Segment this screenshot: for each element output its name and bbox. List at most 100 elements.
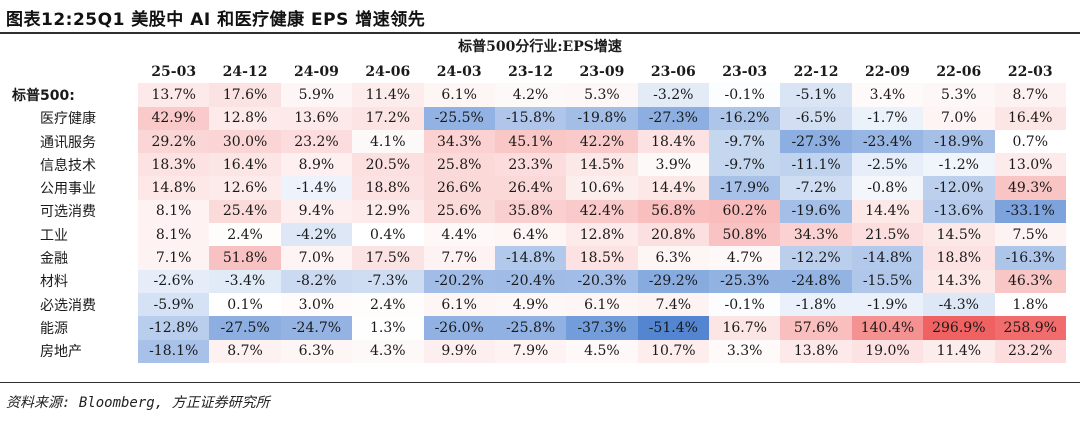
- heatmap-cell: 8.7%: [994, 83, 1066, 107]
- heatmap-cell: 20.8%: [637, 223, 709, 247]
- heatmap-cell: 42.9%: [138, 106, 210, 130]
- heatmap-row: 标普500: 13.7% 17.6% 5.9% 11.4% 6.1% 4.2% 5.3% -3.…: [6, 83, 1066, 107]
- heatmap-row: 可选消费 8.1% 25.4% 9.4% 12.9% 25.6% 35.8% 42.4% 56.…: [6, 199, 1066, 224]
- heatmap-cell: -0.1%: [709, 83, 781, 107]
- heatmap-cell: 3.4%: [851, 83, 924, 107]
- heatmap-cell: -27.3%: [637, 106, 709, 130]
- heatmap-cell: 13.6%: [280, 106, 353, 130]
- heatmap-cell: 16.7%: [709, 316, 781, 340]
- heatmap-cell: 42.4%: [566, 199, 638, 224]
- heatmap-cell: -20.2%: [423, 269, 495, 293]
- heatmap-row: 工业 8.1% 2.4% -4.2% 0.4% 4.4% 6.4% 12.8% 20.8% 50.…: [6, 223, 1066, 247]
- heatmap-cell: -27.5%: [209, 316, 281, 340]
- column-header: 23-12: [508, 63, 553, 80]
- heatmap-cell: 56.8%: [637, 199, 709, 224]
- heatmap-cell: 34.3%: [780, 223, 852, 247]
- heatmap-cell: 14.8%: [138, 176, 210, 200]
- column-header: 22-12: [793, 63, 839, 80]
- heatmap-row: 能源 -12.8% -27.5% -24.7% 1.3% -26.0% -25.8% -37.…: [6, 316, 1066, 340]
- heatmap-cell: 20.5%: [352, 153, 424, 177]
- heatmap-cell: 18.5%: [566, 246, 638, 270]
- heatmap-cell: 14.5%: [923, 223, 995, 247]
- heatmap-cell: -19.6%: [780, 199, 852, 224]
- column-header-row: 25-03 24-12 24-09 24-06 24-03 23-12 23-09 23-06…: [6, 60, 1066, 83]
- heatmap-cell: 6.3%: [637, 246, 709, 270]
- heatmap-cell: 57.6%: [780, 316, 852, 340]
- heatmap-cell: 10.7%: [637, 339, 709, 363]
- row-label: 公用事业: [40, 181, 96, 198]
- heatmap-cell: 5.3%: [566, 83, 638, 107]
- heatmap-cell: 17.5%: [352, 246, 424, 270]
- heatmap-cell: 9.4%: [280, 199, 353, 224]
- heatmap-cell: 18.8%: [923, 246, 995, 270]
- heatmap-cell: 16.4%: [994, 106, 1066, 130]
- heatmap-row: 信息技术 18.3% 16.4% 8.9% 20.5% 25.8% 23.3% 14.5% 3.…: [6, 153, 1066, 177]
- heatmap-cell: 8.1%: [138, 223, 210, 247]
- heatmap-cell: 8.7%: [209, 339, 281, 363]
- heatmap-cell: -4.3%: [923, 292, 995, 317]
- heatmap-cell: -20.3%: [566, 269, 638, 293]
- heatmap-cell: -7.2%: [780, 176, 852, 200]
- heatmap-cell: -16.3%: [994, 246, 1066, 270]
- column-header: 22-03: [1007, 63, 1053, 80]
- heatmap-cell: -14.8%: [494, 246, 567, 270]
- heatmap-cell: 6.1%: [423, 83, 495, 107]
- corner-cell: [6, 60, 138, 83]
- heatmap-cell: 6.1%: [566, 292, 638, 317]
- heatmap-cell: 13.7%: [138, 83, 210, 107]
- heatmap-cell: -29.2%: [637, 269, 709, 293]
- heatmap-cell: -33.1%: [994, 199, 1066, 224]
- heatmap-cell: -3.4%: [209, 269, 281, 293]
- heatmap-cell: 2.4%: [209, 223, 281, 247]
- top-rule: [0, 32, 1080, 34]
- heatmap-cell: -2.5%: [851, 153, 924, 177]
- heatmap-cell: 3.0%: [280, 292, 353, 317]
- heatmap-cell: 6.3%: [280, 339, 353, 363]
- heatmap-row: 材料 -2.6% -3.4% -8.2% -7.3% -20.2% -20.4% -20.3%…: [6, 269, 1066, 293]
- heatmap-cell: 0.4%: [352, 223, 424, 247]
- heatmap-cell: -12.8%: [138, 316, 210, 340]
- heatmap-cell: -27.3%: [780, 129, 852, 154]
- heatmap-cell: -24.7%: [280, 316, 353, 340]
- heatmap-cell: 50.8%: [709, 223, 781, 247]
- column-header: 24-09: [294, 63, 339, 80]
- heatmap-cell: 17.6%: [209, 83, 281, 107]
- heatmap-cell: -8.2%: [280, 269, 353, 293]
- heatmap-cell: 296.9%: [923, 316, 995, 340]
- column-header: 24-12: [222, 63, 268, 80]
- heatmap-cell: -0.8%: [851, 176, 924, 200]
- heatmap-cell: -6.5%: [780, 106, 852, 130]
- heatmap-cell: -1.4%: [280, 176, 353, 200]
- heatmap-cell: 17.2%: [352, 106, 424, 130]
- heatmap-cell: 7.5%: [994, 223, 1066, 247]
- heatmap-cell: 25.6%: [423, 199, 495, 224]
- heatmap-cell: -23.4%: [851, 129, 924, 154]
- heatmap-cell: 18.3%: [138, 153, 210, 177]
- heatmap-cell: 30.0%: [209, 129, 281, 154]
- heatmap-cell: -14.8%: [851, 246, 924, 270]
- heatmap-cell: 42.2%: [566, 129, 638, 154]
- heatmap-cell: 7.0%: [280, 246, 353, 270]
- row-label: 能源: [40, 320, 68, 337]
- heatmap-cell: -24.8%: [780, 269, 852, 293]
- heatmap-cell: 11.4%: [923, 339, 995, 363]
- heatmap-cell: 5.3%: [923, 83, 995, 107]
- heatmap-cell: 2.4%: [352, 292, 424, 317]
- heatmap-cell: 25.8%: [423, 153, 495, 177]
- column-header: 23-06: [650, 63, 696, 80]
- chart-title: 标普500分行业:EPS增速: [458, 39, 622, 55]
- row-label: 必选消费: [40, 297, 96, 314]
- heatmap-cell: 21.5%: [851, 223, 924, 247]
- row-label: 材料: [40, 274, 68, 291]
- heatmap-cell: -7.3%: [352, 269, 424, 293]
- heatmap-cell: 0.7%: [994, 129, 1066, 154]
- column-header: 25-03: [151, 63, 197, 80]
- heatmap-row: 金融 7.1% 51.8% 7.0% 17.5% 7.7% -14.8% 18.5% 6.3% 4…: [6, 246, 1066, 270]
- heatmap-cell: 11.4%: [352, 83, 424, 107]
- heatmap-cell: 45.1%: [494, 129, 567, 154]
- heatmap-cell: -25.5%: [423, 106, 495, 130]
- heatmap-cell: 29.2%: [138, 129, 210, 154]
- heatmap-cell: 13.0%: [994, 153, 1066, 177]
- heatmap-cell: -5.9%: [138, 292, 210, 317]
- heatmap-body: 标普500: 13.7% 17.6% 5.9% 11.4% 6.1% 4.2% 5.3% -3.…: [6, 83, 1066, 363]
